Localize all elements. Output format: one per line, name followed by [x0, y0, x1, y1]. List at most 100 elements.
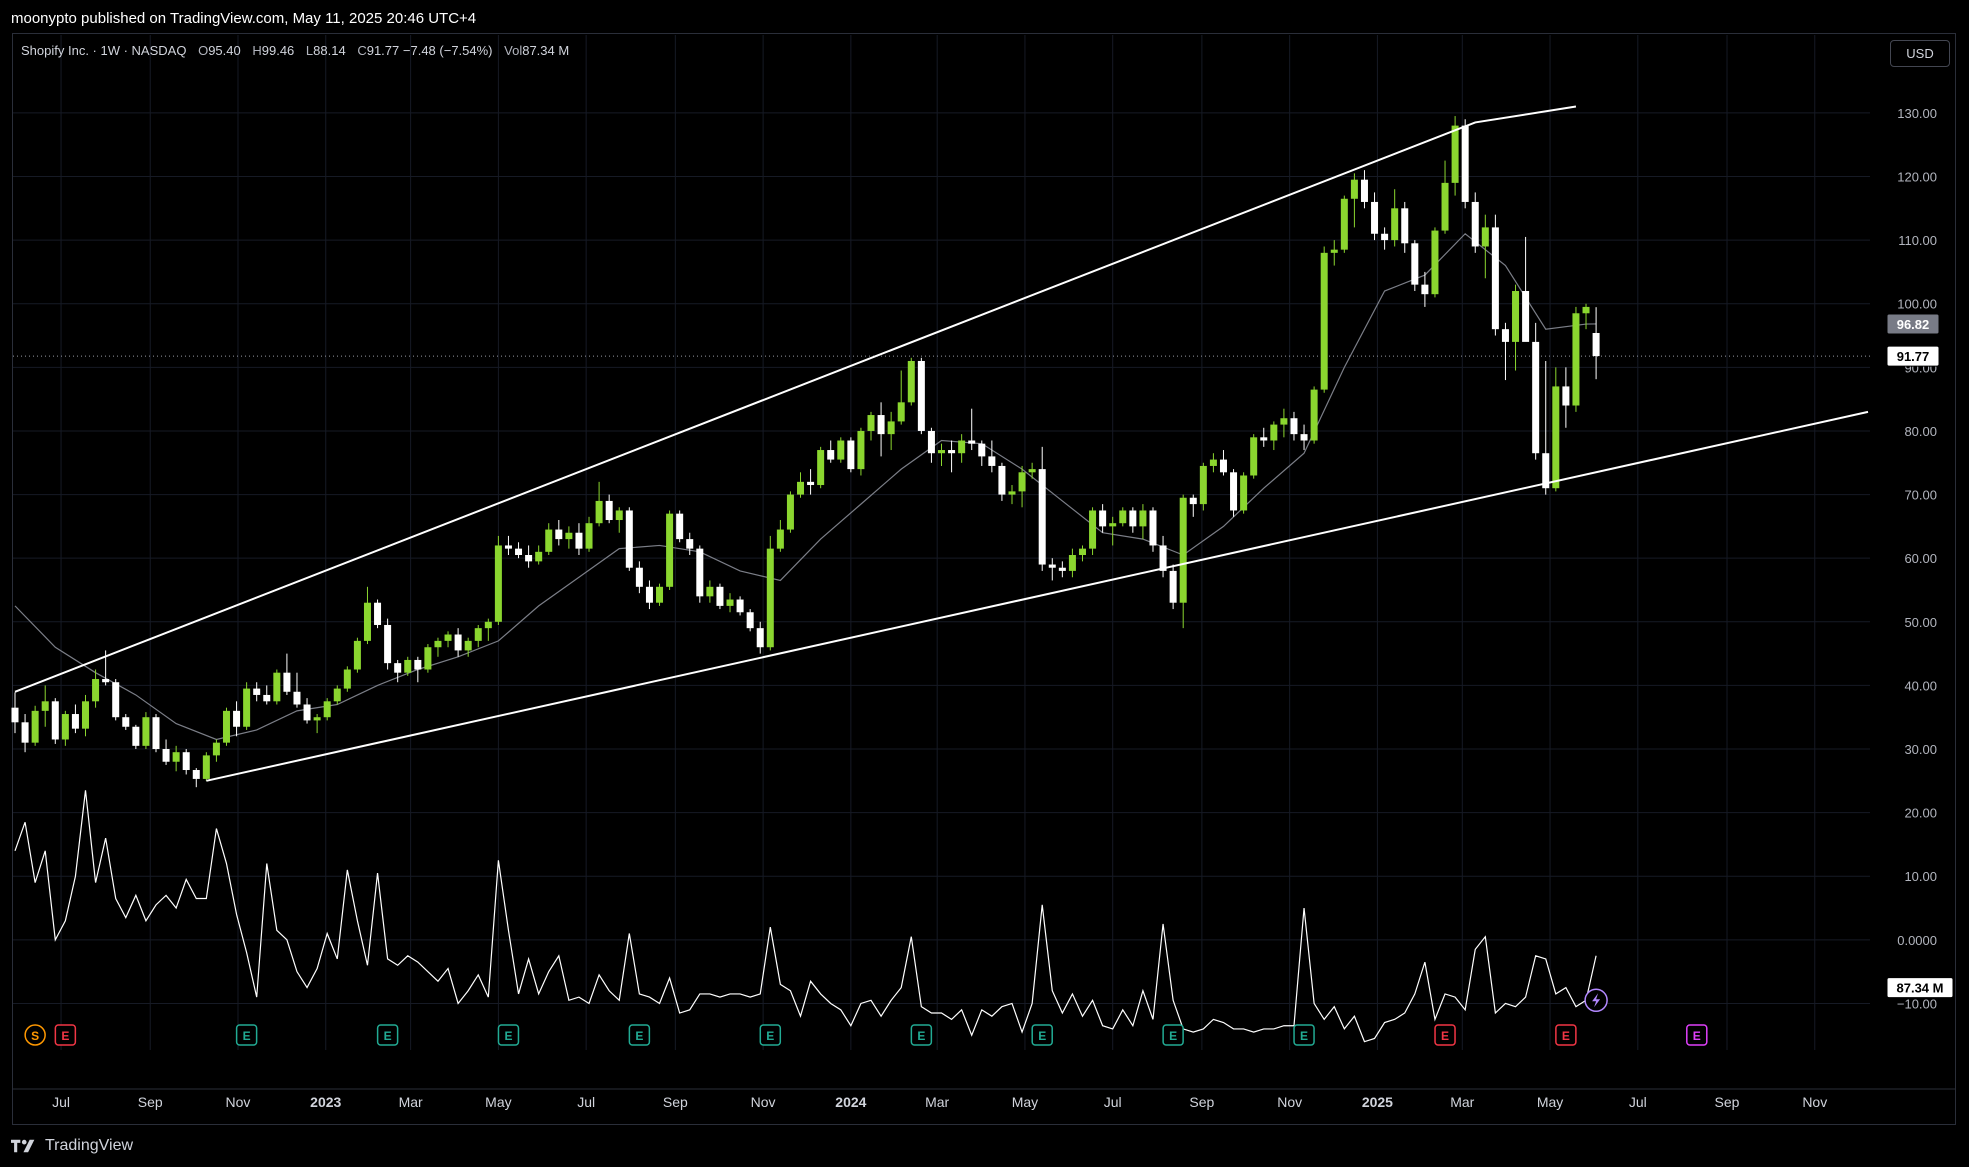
candle-body[interactable] — [494, 545, 502, 622]
candle-body[interactable] — [122, 717, 130, 727]
candle-body[interactable] — [948, 450, 956, 454]
candle-body[interactable] — [1451, 125, 1459, 183]
candle-body[interactable] — [212, 742, 220, 756]
candle-body[interactable] — [1371, 201, 1379, 234]
candle-body[interactable] — [1089, 510, 1097, 549]
candle-body[interactable] — [484, 621, 492, 629]
candle-body[interactable] — [515, 548, 523, 555]
trendline[interactable] — [206, 410, 1869, 782]
candle-body[interactable] — [837, 440, 845, 460]
earnings-event-icon[interactable] — [1031, 1024, 1053, 1046]
candle-body[interactable] — [192, 770, 200, 779]
candle-body[interactable] — [112, 682, 120, 718]
candle-body[interactable] — [142, 717, 150, 746]
candle-body[interactable] — [1300, 434, 1308, 441]
candle-body[interactable] — [444, 634, 452, 641]
candle-body[interactable] — [827, 450, 835, 460]
earnings-event-icon[interactable] — [497, 1024, 520, 1046]
candle-body[interactable] — [686, 539, 694, 549]
candle-body[interactable] — [1119, 510, 1127, 524]
candle-body[interactable] — [1431, 230, 1439, 295]
candle-body[interactable] — [1169, 570, 1177, 603]
candle-body[interactable] — [1491, 227, 1499, 330]
candle-body[interactable] — [575, 532, 583, 549]
earnings-event-icon[interactable] — [376, 1024, 399, 1046]
candle-body[interactable] — [414, 659, 422, 670]
candle-body[interactable] — [656, 586, 664, 603]
candle-body[interactable] — [41, 701, 49, 711]
candle-body[interactable] — [21, 722, 29, 743]
candle-body[interactable] — [313, 717, 321, 721]
earnings-event-icon[interactable] — [235, 1024, 258, 1046]
candle-body[interactable] — [1038, 469, 1046, 565]
candle-body[interactable] — [1411, 243, 1419, 285]
candle-body[interactable] — [1572, 313, 1580, 406]
candle-body[interactable] — [1582, 306, 1590, 314]
currency-button[interactable]: USD — [1890, 40, 1950, 67]
candle-body[interactable] — [1310, 389, 1318, 441]
candle-body[interactable] — [676, 513, 684, 540]
candle-body[interactable] — [887, 421, 895, 435]
candle-body[interactable] — [1512, 291, 1520, 342]
candle-body[interactable] — [464, 640, 472, 651]
candle-body[interactable] — [1421, 284, 1429, 295]
candle-body[interactable] — [1441, 182, 1449, 231]
candle-body[interactable] — [615, 510, 623, 521]
candle-body[interactable] — [283, 672, 291, 692]
candle-body[interactable] — [222, 710, 230, 743]
candle-body[interactable] — [565, 532, 573, 540]
candle-body[interactable] — [1058, 567, 1066, 571]
candle-body[interactable] — [303, 704, 311, 721]
candle-body[interactable] — [293, 691, 301, 705]
candle-body[interactable] — [363, 602, 371, 641]
earnings-event-icon[interactable] — [1293, 1024, 1315, 1046]
candle-body[interactable] — [132, 726, 140, 746]
candle-body[interactable] — [31, 710, 39, 743]
candle-body[interactable] — [1381, 233, 1389, 241]
candle-body[interactable] — [1522, 291, 1530, 342]
candle-body[interactable] — [1078, 548, 1086, 555]
candle-body[interactable] — [71, 714, 79, 729]
candle-body[interactable] — [1189, 497, 1197, 505]
candle-body[interactable] — [897, 402, 905, 422]
candle-body[interactable] — [696, 548, 704, 597]
candle-body[interactable] — [635, 567, 643, 587]
candle-body[interactable] — [51, 701, 59, 740]
candle-body[interactable] — [746, 612, 754, 629]
candle-body[interactable] — [666, 513, 674, 587]
candle-body[interactable] — [716, 586, 724, 606]
earnings-event-icon[interactable] — [628, 1024, 651, 1046]
candle-body[interactable] — [1129, 510, 1137, 527]
candle-body[interactable] — [1250, 437, 1258, 476]
candle-body[interactable] — [857, 430, 865, 470]
candle-body[interactable] — [243, 688, 251, 727]
earnings-event-icon[interactable] — [54, 1024, 77, 1046]
candle-body[interactable] — [1109, 523, 1117, 527]
candle-body[interactable] — [474, 628, 482, 641]
candle-body[interactable] — [807, 481, 815, 486]
candle-body[interactable] — [1048, 564, 1056, 568]
candle-body[interactable] — [978, 443, 986, 457]
candle-body[interactable] — [585, 523, 593, 549]
candle-body[interactable] — [1028, 469, 1036, 473]
candle-body[interactable] — [1401, 208, 1409, 244]
candle-body[interactable] — [605, 500, 613, 521]
candle-body[interactable] — [545, 529, 553, 552]
candle-body[interactable] — [1230, 472, 1238, 511]
candle-body[interactable] — [786, 494, 794, 530]
candle-body[interactable] — [263, 694, 271, 702]
candle-body[interactable] — [182, 752, 190, 771]
candle-body[interactable] — [938, 450, 945, 454]
candle-body[interactable] — [1360, 179, 1368, 202]
candle-body[interactable] — [1068, 555, 1076, 571]
candle-body[interactable] — [162, 749, 170, 762]
candle-body[interactable] — [927, 430, 935, 454]
candle-body[interactable] — [1532, 341, 1540, 454]
candle-body[interactable] — [1260, 437, 1268, 441]
candle-body[interactable] — [1209, 459, 1217, 466]
candle-body[interactable] — [1592, 332, 1600, 357]
candle-body[interactable] — [958, 440, 966, 454]
candle-body[interactable] — [333, 688, 341, 702]
candle-body[interactable] — [1159, 545, 1167, 571]
candle-body[interactable] — [61, 714, 69, 740]
